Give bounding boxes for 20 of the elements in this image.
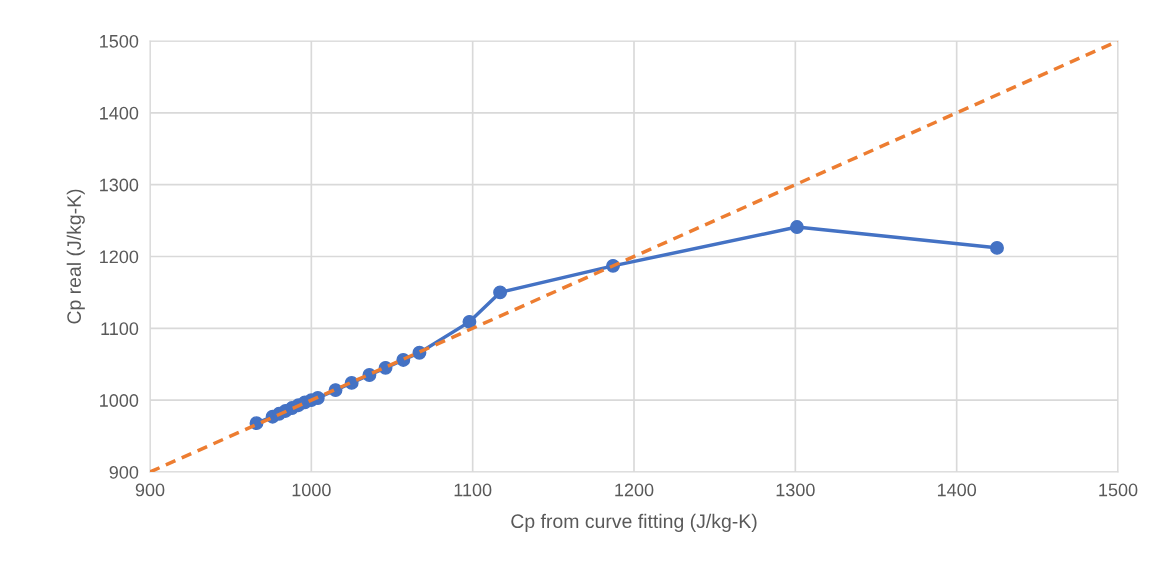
x-tick-label: 1000: [292, 483, 331, 497]
x-tick-label: 1100: [454, 483, 492, 497]
y-tick-label: 1300: [100, 178, 139, 192]
x-tick-label: 1400: [937, 483, 977, 497]
y-tick-label: 1500: [100, 34, 139, 48]
x-tick-label: 1300: [776, 483, 815, 497]
y-tick-label: 1200: [100, 250, 139, 264]
y-tick-label: 1000: [100, 394, 139, 407]
x-tick-label: 1500: [1099, 483, 1138, 497]
x-tick-label: 1200: [615, 483, 654, 497]
y-tick-label: 900: [109, 465, 139, 479]
x-tick-label: 900: [135, 483, 165, 497]
x-axis-title: Cp from curve fitting (J/kg-K): [511, 513, 757, 532]
point: [790, 220, 804, 234]
y-tick-label: 1400: [100, 106, 139, 120]
y-axis-title: Cp real (J/kg-K): [66, 189, 85, 324]
point: [493, 285, 508, 300]
point: [990, 240, 1004, 255]
y-tick-label: 1100: [101, 322, 139, 336]
point: [462, 314, 477, 329]
